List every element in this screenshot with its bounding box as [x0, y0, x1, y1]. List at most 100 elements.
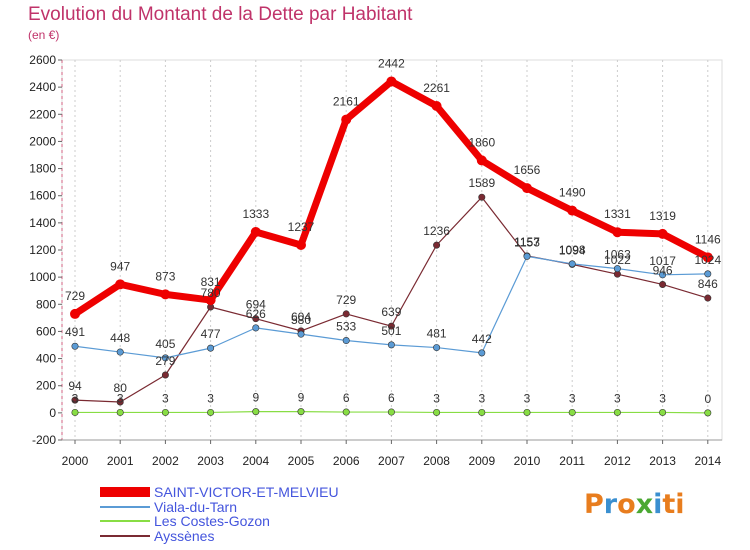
- series-point: [433, 408, 441, 416]
- legend: SAINT-VICTOR-ET-MELVIEU Viala-du-Tarn Les …: [100, 484, 400, 544]
- x-tick-label: 2008: [423, 454, 450, 468]
- series-point: [342, 408, 350, 416]
- data-label: 442: [472, 332, 492, 346]
- data-label: 1331: [604, 207, 631, 221]
- series-point: [478, 193, 486, 201]
- x-tick-label: 2005: [288, 454, 315, 468]
- series-point: [71, 396, 79, 404]
- data-label: 3: [162, 391, 169, 405]
- data-label: 639: [381, 305, 401, 319]
- data-label: 3: [659, 391, 666, 405]
- series-point: [205, 295, 216, 306]
- y-tick-label: 1000: [29, 270, 56, 284]
- data-label: 1490: [559, 186, 586, 200]
- y-tick-label: 200: [36, 379, 56, 393]
- logo-letter: o: [617, 489, 636, 520]
- data-label: 3: [72, 391, 79, 405]
- series-point: [523, 408, 531, 416]
- x-tick-label: 2009: [468, 454, 495, 468]
- x-tick-label: 2013: [649, 454, 676, 468]
- series-point: [71, 408, 79, 416]
- series-point: [704, 409, 712, 417]
- data-label: 626: [246, 307, 266, 321]
- x-tick-label: 2004: [242, 454, 269, 468]
- series-point: [207, 344, 215, 352]
- y-tick-label: 0: [49, 406, 56, 420]
- series-point: [568, 408, 576, 416]
- legend-label: Viala-du-Tarn: [154, 498, 238, 515]
- x-tick-label: 2011: [559, 454, 585, 468]
- logo-letter: r: [603, 489, 618, 520]
- data-label: 477: [201, 327, 221, 341]
- data-label: 1098: [559, 243, 586, 257]
- data-label: 729: [336, 293, 356, 307]
- data-label: 80: [114, 381, 128, 395]
- axes: -200020040060080010001200140016001800200…: [29, 53, 722, 468]
- y-tick-label: 1400: [29, 216, 56, 230]
- series-point: [522, 183, 532, 194]
- series-point: [433, 241, 441, 249]
- series-point: [702, 252, 713, 263]
- data-label: 448: [110, 331, 130, 345]
- series-point: [116, 398, 124, 406]
- series-point: [252, 408, 260, 416]
- legend-item: Viala-du-Tarn: [100, 498, 400, 515]
- data-label: 3: [614, 391, 621, 405]
- data-label: 1333: [242, 207, 269, 221]
- y-tick-label: 400: [36, 352, 56, 366]
- data-label: 1237: [288, 220, 315, 234]
- series-point: [341, 114, 352, 125]
- series-point: [612, 227, 623, 238]
- series-point: [71, 342, 79, 350]
- series-point: [613, 408, 621, 416]
- data-label: 873: [155, 269, 175, 283]
- series-point: [704, 270, 712, 278]
- y-tick-label: 2400: [29, 80, 56, 94]
- y-tick-label: 2000: [29, 134, 56, 148]
- series-point: [478, 349, 486, 357]
- data-label: 481: [427, 327, 447, 341]
- series-point: [115, 279, 126, 290]
- data-label: 1319: [649, 209, 676, 223]
- legend-item: Les Costes-Gozon: [100, 513, 400, 529]
- data-label: 2261: [423, 81, 450, 95]
- x-tick-label: 2012: [604, 454, 631, 468]
- series-point: [252, 315, 260, 323]
- x-tick-label: 2001: [107, 454, 134, 468]
- series-point: [161, 408, 169, 416]
- legend-item: SAINT-VICTOR-ET-MELVIEU: [100, 484, 400, 500]
- data-label: 2442: [378, 56, 405, 70]
- legend-label: Ayssènes: [154, 527, 215, 544]
- series-point: [659, 408, 667, 416]
- data-label: 9: [252, 391, 259, 405]
- legend-swatch: [100, 534, 150, 537]
- data-label: 491: [65, 325, 85, 339]
- data-label: 947: [110, 259, 130, 273]
- series-point: [297, 408, 305, 416]
- data-labels: 729 947 873 831 1333 1237 2161 2442 2261 1860 1656…: [65, 56, 721, 405]
- y-tick-label: -200: [32, 433, 56, 447]
- data-label: 3: [207, 391, 214, 405]
- y-tick-label: 1200: [29, 243, 56, 257]
- proxiti-logo: Proxiti: [584, 489, 685, 520]
- series-point: [431, 101, 442, 112]
- series-point: [160, 289, 171, 300]
- y-tick-label: 1600: [29, 189, 56, 203]
- data-label: 94: [68, 379, 82, 393]
- series-point: [613, 265, 621, 273]
- series-point: [567, 205, 578, 216]
- data-label: 1656: [514, 163, 541, 177]
- series-group: [70, 76, 713, 417]
- series-point: [433, 344, 441, 352]
- y-tick-label: 600: [36, 324, 56, 338]
- data-label: 831: [201, 275, 221, 289]
- data-label: 580: [291, 313, 311, 327]
- series-point: [116, 348, 124, 356]
- series-point: [387, 322, 395, 330]
- legend-label: Les Costes-Gozon: [154, 513, 270, 529]
- data-label: 694: [246, 298, 266, 312]
- logo-letter: x: [635, 489, 654, 520]
- logo-letter: i: [675, 489, 685, 520]
- x-tick-label: 2007: [378, 454, 405, 468]
- series-point: [476, 155, 487, 166]
